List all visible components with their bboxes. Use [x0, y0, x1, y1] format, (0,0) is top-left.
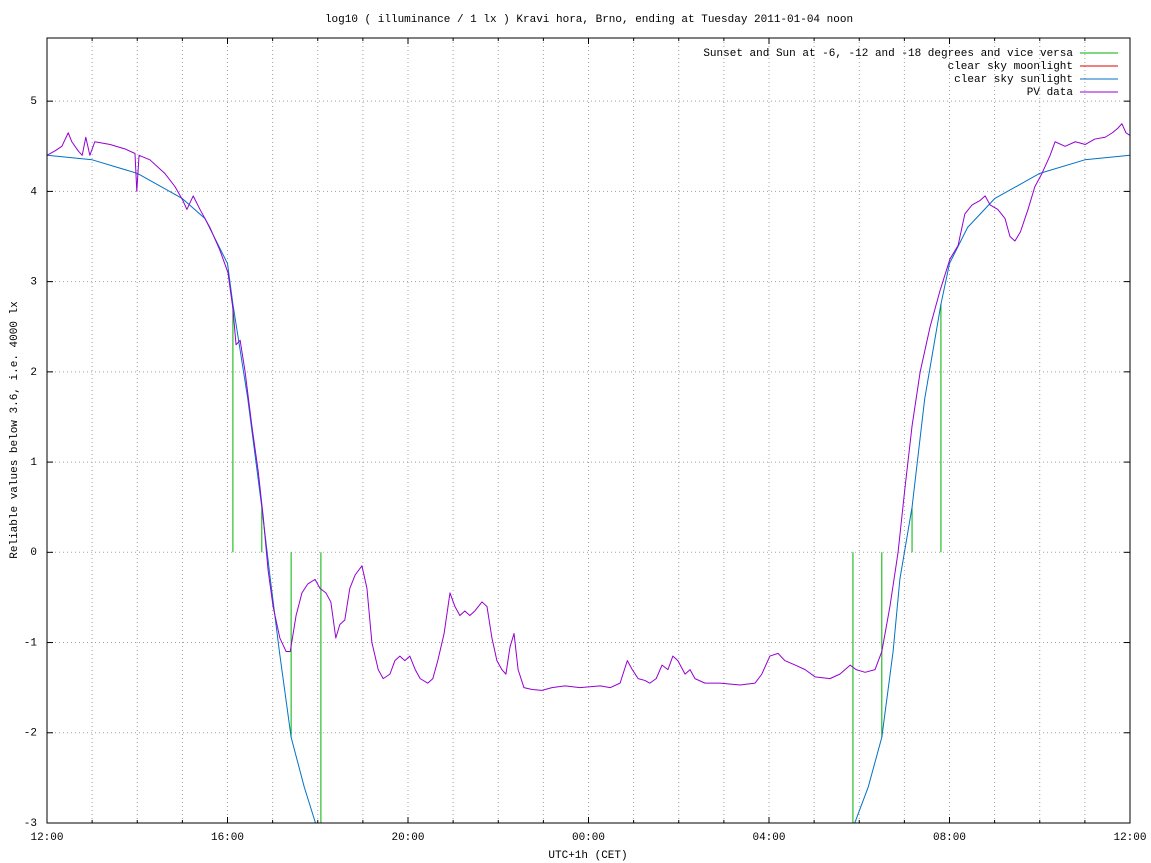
y-tick-label: 2	[30, 367, 37, 379]
legend: Sunset and Sun at -6, -12 and -18 degree…	[703, 48, 1118, 99]
legend-label: Sunset and Sun at -6, -12 and -18 degree…	[703, 48, 1073, 60]
y-tick-label: 0	[30, 547, 37, 559]
y-tick-label: -1	[24, 637, 38, 649]
chart-title: log10 ( illuminance / 1 lx ) Kravi hora,…	[325, 14, 853, 26]
y-tick-label: 1	[30, 457, 37, 469]
y-tick-label: -3	[24, 818, 37, 830]
grid: -3 -2 -1 0 1 2 3 4 5 12:00 16:00 20:00 00:00 04:00 08:…	[24, 38, 1147, 844]
plot-area	[47, 123, 1130, 823]
y-tick-label: 5	[30, 96, 37, 108]
y-tick-label: 4	[30, 186, 37, 198]
x-tick-label: 12:00	[1113, 832, 1146, 844]
y-tick-label: 3	[30, 277, 37, 289]
x-tick-label: 08:00	[933, 832, 966, 844]
x-tick-label: 16:00	[211, 832, 244, 844]
x-tick-label: 00:00	[572, 832, 605, 844]
y-axis-label: Reliable values below 3.6, i.e. 4000 lx	[9, 301, 21, 559]
plot-border	[46, 37, 1131, 824]
series-line	[854, 154, 1130, 823]
series-line	[47, 123, 1130, 691]
x-axis-label: UTC+1h (CET)	[548, 850, 627, 862]
y-tick-label: -2	[24, 728, 37, 740]
x-tick-label: 12:00	[30, 832, 63, 844]
x-tick-label: 20:00	[391, 832, 424, 844]
series-line	[47, 154, 316, 823]
legend-label: clear sky moonlight	[948, 61, 1073, 73]
legend-label: PV data	[1027, 87, 1074, 99]
legend-label: clear sky sunlight	[954, 74, 1073, 86]
x-tick-label: 04:00	[752, 832, 785, 844]
